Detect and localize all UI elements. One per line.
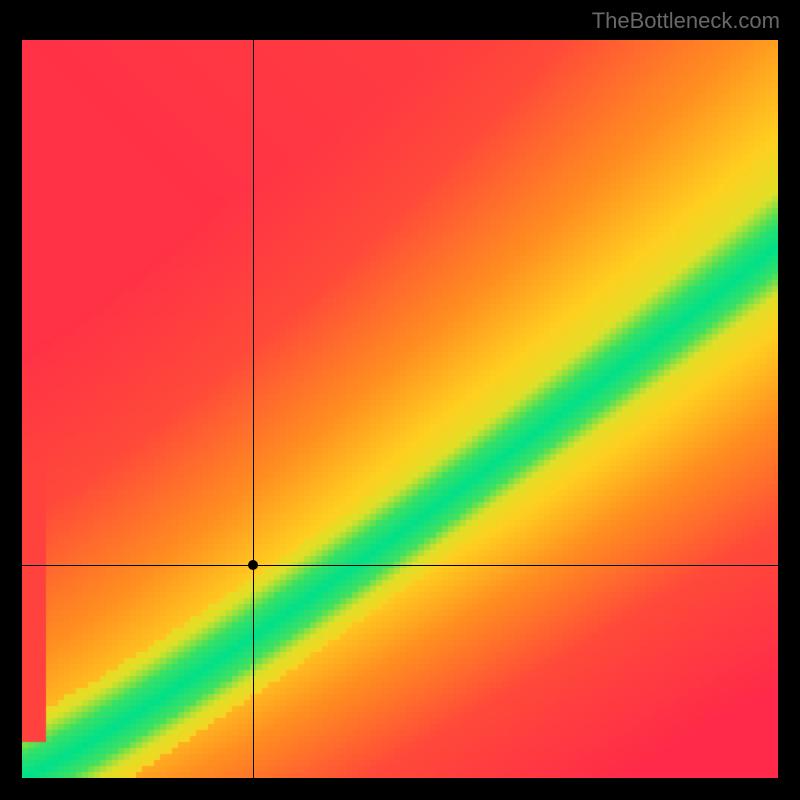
heatmap-plot: [22, 40, 778, 778]
crosshair-horizontal: [22, 565, 778, 566]
watermark-text: TheBottleneck.com: [592, 8, 780, 34]
crosshair-vertical: [253, 40, 254, 778]
marker-point: [248, 560, 258, 570]
heatmap-canvas: [22, 40, 778, 778]
